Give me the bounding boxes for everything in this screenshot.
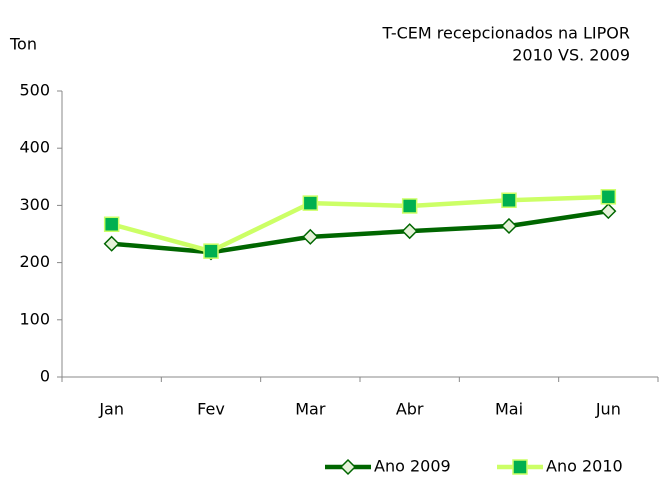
- series-line: [111, 194, 609, 254]
- marker: [203, 243, 219, 259]
- y-tick-label: 500: [19, 81, 50, 100]
- marker: [401, 223, 418, 240]
- x-tick-label: Fev: [197, 400, 225, 419]
- legend-label: Ano 2010: [546, 457, 623, 476]
- y-tick-label: 100: [19, 309, 50, 328]
- marker: [103, 216, 120, 233]
- x-tick-label: Mai: [495, 400, 523, 419]
- marker: [600, 203, 617, 220]
- marker: [302, 195, 319, 211]
- legend-label: Ano 2009: [374, 457, 451, 476]
- marker: [512, 459, 528, 475]
- series-line: [111, 208, 609, 255]
- chart-title: T-CEM recepcionados na LIPOR: [382, 24, 630, 43]
- chart-subtitle: 2010 VS. 2009: [512, 46, 630, 65]
- y-tick-label: 300: [19, 195, 50, 214]
- marker: [401, 198, 418, 214]
- marker: [501, 192, 517, 209]
- y-tick-label: 400: [19, 138, 50, 157]
- marker: [339, 458, 357, 476]
- marker: [500, 217, 518, 235]
- x-tick-label: Abr: [396, 400, 424, 419]
- x-tick-label: Jun: [595, 400, 621, 419]
- x-tick-label: Jan: [98, 400, 124, 419]
- marker: [103, 235, 120, 252]
- y-tick-label: 0: [40, 367, 50, 386]
- y-axis-label: Ton: [9, 35, 37, 54]
- marker: [302, 228, 319, 245]
- x-tick-label: Mar: [295, 400, 326, 419]
- y-tick-label: 200: [19, 252, 50, 271]
- marker: [600, 189, 617, 205]
